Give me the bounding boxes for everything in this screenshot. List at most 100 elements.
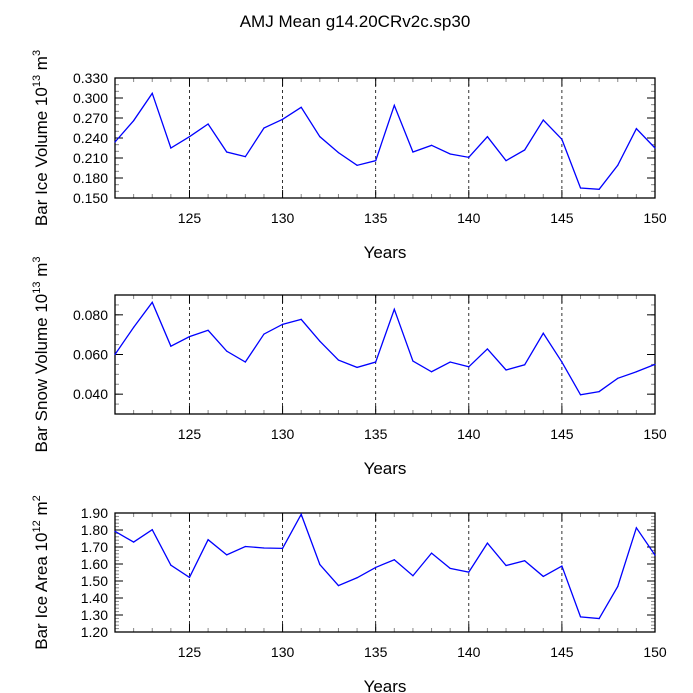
data-point	[226, 554, 228, 556]
data-point	[188, 136, 191, 138]
data-point	[598, 390, 600, 393]
data-point	[524, 560, 526, 562]
data-point	[375, 361, 377, 363]
x-axis-label: Years	[364, 243, 407, 262]
data-point	[263, 127, 265, 129]
data-point	[114, 530, 116, 532]
y-axis-label-part: Bar Ice Area	[32, 551, 51, 649]
data-point	[188, 336, 191, 338]
data-point	[412, 360, 414, 362]
data-point	[505, 564, 507, 567]
data-series-line	[114, 512, 656, 620]
x-tick-label: 125	[178, 426, 202, 442]
data-point	[244, 156, 246, 158]
data-point	[449, 361, 451, 363]
data-series-line	[114, 301, 656, 396]
data-point	[579, 394, 582, 396]
panel-2: 0.040 0.060 0.080 125 130 135 140 145 150 Years Ba…	[31, 256, 667, 478]
y-tick-label: 1.30	[81, 607, 108, 623]
data-point	[542, 575, 544, 578]
data-point	[188, 576, 191, 579]
data-point	[133, 120, 135, 122]
x-tick-label: 135	[364, 210, 388, 226]
y-tick-label: 1.80	[81, 522, 108, 538]
y-axis-label-part: 13	[31, 75, 43, 87]
data-point	[207, 539, 209, 541]
data-point	[561, 361, 563, 363]
x-tick-label: 130	[271, 426, 295, 442]
y-tick-label: 1.90	[81, 505, 108, 521]
data-point	[449, 153, 451, 155]
data-point	[654, 147, 656, 149]
y-axis-label-part: 10	[32, 294, 51, 313]
y-axis-label-part: 12	[31, 520, 43, 532]
data-point	[356, 366, 358, 368]
data-point	[263, 333, 265, 335]
panel-3: 1.201.301.401.501.601.701.801.90 125 130 13…	[31, 495, 667, 693]
x-tick-label: 145	[550, 426, 574, 442]
data-point	[226, 350, 228, 352]
data-point	[244, 545, 246, 548]
data-point	[319, 563, 321, 566]
data-point	[133, 541, 135, 543]
data-point	[207, 123, 209, 125]
data-point	[356, 577, 358, 579]
data-point	[263, 547, 265, 549]
data-point	[281, 547, 284, 549]
y-tick-label: 1.20	[81, 624, 108, 640]
y-axis-label: Bar Ice Area 1012 m2	[31, 495, 51, 649]
data-point	[114, 353, 116, 356]
y-axis-label-part: m	[32, 263, 51, 282]
data-point	[598, 188, 600, 190]
plot-frame	[114, 512, 656, 633]
data-point	[524, 364, 526, 366]
y-tick-label: 0.180	[73, 170, 108, 186]
plot-frame	[114, 294, 656, 415]
plot-frame	[114, 77, 656, 199]
y-tick-label: 0.150	[73, 190, 108, 206]
y-axis-label-part: 3	[31, 50, 43, 56]
y-tick-label: 0.300	[73, 90, 108, 106]
y-tick-label: 1.60	[81, 556, 108, 572]
y-tick-label: 1.70	[81, 539, 108, 555]
data-point	[300, 106, 302, 108]
data-point	[151, 92, 153, 94]
data-point	[393, 559, 395, 561]
data-point	[375, 160, 377, 162]
x-tick-label: 135	[364, 644, 388, 660]
data-point	[617, 377, 619, 379]
data-point	[654, 554, 656, 556]
y-tick-label: 1.50	[81, 573, 108, 589]
y-tick-label: 1.40	[81, 590, 108, 606]
data-point	[430, 144, 433, 146]
data-point	[226, 151, 228, 153]
x-tick-label: 125	[178, 210, 202, 226]
data-point	[542, 332, 544, 334]
data-point	[486, 348, 489, 350]
y-axis-label-part: Bar Ice Volume	[32, 106, 51, 226]
data-point	[281, 118, 284, 120]
data-point	[151, 529, 153, 531]
data-point	[635, 527, 637, 529]
data-point	[151, 301, 153, 303]
y-tick-label: 0.060	[73, 347, 108, 363]
data-point	[449, 567, 451, 570]
data-point	[207, 329, 209, 331]
x-tick-label: 150	[643, 644, 667, 660]
data-point	[300, 513, 302, 515]
data-point	[244, 361, 246, 363]
y-axis-label: Bar Ice Volume 1013 m3	[31, 50, 51, 226]
data-point	[468, 156, 470, 158]
data-point	[337, 152, 340, 154]
x-tick-label: 140	[457, 210, 481, 226]
y-tick-label: 0.080	[73, 307, 108, 323]
data-series-line	[114, 91, 656, 191]
data-point	[281, 323, 284, 325]
y-tick-label: 0.210	[73, 150, 108, 166]
x-tick-label: 145	[550, 644, 574, 660]
data-point	[579, 616, 582, 618]
data-point	[561, 565, 563, 567]
data-point	[412, 151, 414, 153]
y-axis-label-part: 10	[32, 87, 51, 106]
data-point	[486, 542, 489, 544]
